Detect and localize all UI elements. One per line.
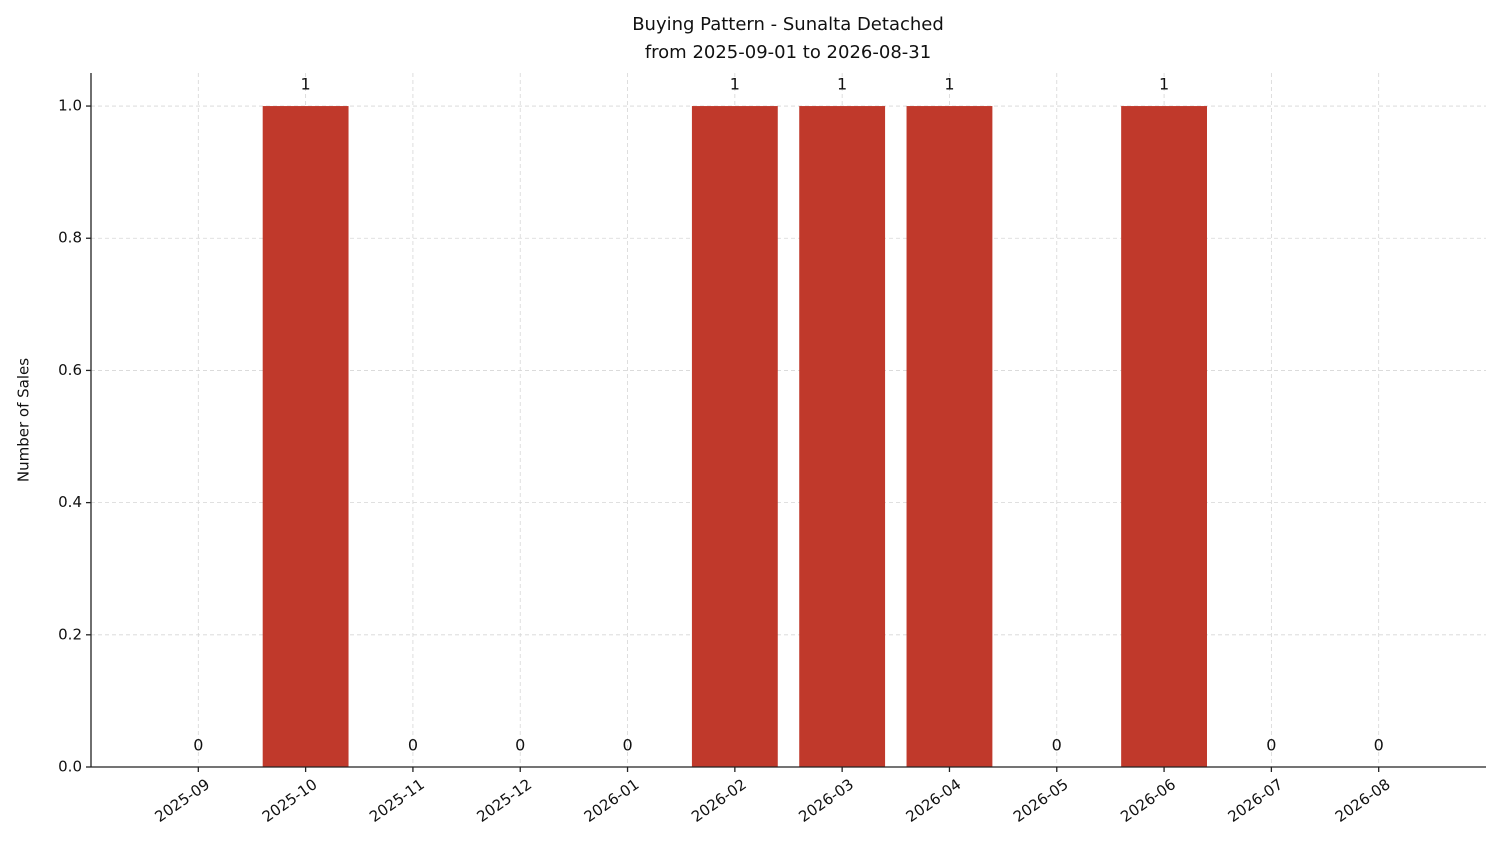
value-label: 0 [193,736,203,755]
value-label: 1 [301,75,311,94]
y-tick-label: 1.0 [58,97,82,115]
y-tick-label: 0.4 [58,493,82,511]
y-tick-label: 0.0 [58,758,82,776]
x-tick-label: 2026-08 [1332,775,1394,826]
x-tick-label: 2026-03 [795,775,857,826]
bar [691,106,778,768]
x-tick-label: 2025-10 [259,775,321,826]
x-tick-label: 2026-04 [903,775,965,826]
bar [799,106,886,768]
x-tick-label: 2025-12 [473,775,535,826]
value-label: 0 [1052,736,1062,755]
value-label: 1 [1159,75,1169,94]
bar [906,106,993,768]
x-tick-label: 2026-07 [1225,775,1287,826]
x-tick-label: 2025-11 [366,775,428,826]
y-axis-label: Number of Sales [15,358,33,482]
value-label: 1 [944,75,954,94]
x-tick-label: 2026-01 [581,775,643,826]
y-tick-label: 0.8 [58,229,82,247]
bar [1121,106,1207,768]
chart-title: Buying Pattern - Sunalta Detached [632,14,944,35]
value-label: 0 [408,736,418,755]
value-label: 0 [622,736,632,755]
value-label: 0 [515,736,525,755]
y-tick-label: 0.6 [58,361,82,379]
value-label: 0 [1266,736,1276,755]
x-tick-label: 2026-02 [688,775,750,826]
y-tick-label: 0.2 [58,625,82,643]
x-tick-label: 2026-05 [1010,775,1072,826]
x-tick-label: 2025-09 [152,775,214,826]
value-label: 0 [1374,736,1384,755]
chart-subtitle: from 2025-09-01 to 2026-08-31 [645,42,931,63]
x-tick-label: 2026-06 [1117,775,1179,826]
value-label: 1 [837,75,847,94]
bar [262,106,349,768]
value-label: 1 [730,75,740,94]
